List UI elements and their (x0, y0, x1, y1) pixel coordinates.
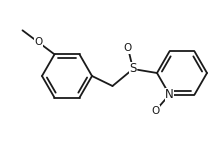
Text: O: O (124, 43, 132, 53)
Text: S: S (129, 62, 137, 75)
Text: O: O (34, 37, 43, 47)
Text: O: O (151, 106, 160, 116)
Text: N: N (165, 88, 174, 101)
